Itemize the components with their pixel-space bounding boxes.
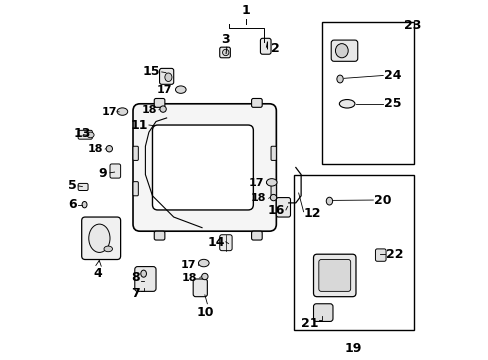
FancyBboxPatch shape [260,38,270,54]
Text: 17: 17 [249,179,264,188]
Text: 19: 19 [344,342,362,355]
Text: 16: 16 [267,204,285,217]
Text: 18: 18 [87,144,102,154]
FancyBboxPatch shape [375,249,386,261]
FancyBboxPatch shape [81,217,121,260]
Ellipse shape [336,75,343,83]
Ellipse shape [82,202,87,208]
Ellipse shape [104,246,112,252]
Text: 11: 11 [130,119,148,132]
FancyBboxPatch shape [133,146,138,161]
FancyBboxPatch shape [133,182,138,196]
FancyBboxPatch shape [135,267,156,291]
FancyBboxPatch shape [193,279,207,297]
Text: 3: 3 [220,33,229,46]
Ellipse shape [89,224,110,252]
Ellipse shape [266,179,277,186]
Ellipse shape [222,49,228,56]
FancyBboxPatch shape [219,47,230,58]
Text: 8: 8 [131,271,140,284]
FancyBboxPatch shape [251,231,262,240]
FancyBboxPatch shape [270,146,276,161]
Text: 18: 18 [250,193,266,203]
Text: 18: 18 [141,105,157,115]
Text: 9: 9 [99,167,107,180]
Text: 18: 18 [182,273,197,283]
Ellipse shape [164,73,172,81]
Text: 25: 25 [384,97,401,110]
Text: 5: 5 [67,179,76,192]
Ellipse shape [106,145,112,152]
FancyBboxPatch shape [78,183,88,190]
FancyBboxPatch shape [154,231,164,240]
Text: 14: 14 [207,236,224,249]
Ellipse shape [270,194,276,201]
Ellipse shape [160,106,166,112]
FancyBboxPatch shape [318,260,350,291]
FancyBboxPatch shape [133,104,276,231]
Text: 10: 10 [196,306,214,319]
FancyBboxPatch shape [154,99,164,107]
FancyBboxPatch shape [270,182,276,196]
Bar [322,22,413,164]
Text: 17: 17 [157,85,172,95]
Text: 12: 12 [304,207,321,220]
Text: 7: 7 [131,287,140,300]
Text: 17: 17 [181,260,196,270]
Ellipse shape [325,197,332,205]
Ellipse shape [335,44,347,58]
FancyBboxPatch shape [330,40,357,61]
FancyBboxPatch shape [78,130,92,139]
FancyBboxPatch shape [159,68,173,84]
Ellipse shape [87,132,94,138]
Text: 15: 15 [142,65,160,78]
Text: 24: 24 [384,69,401,82]
FancyBboxPatch shape [219,235,232,251]
FancyBboxPatch shape [313,254,355,297]
Text: 1: 1 [242,4,250,17]
Ellipse shape [198,259,209,267]
FancyBboxPatch shape [110,164,121,178]
Text: 23: 23 [404,19,421,32]
Ellipse shape [141,270,146,277]
Ellipse shape [339,99,354,108]
FancyBboxPatch shape [276,198,290,217]
FancyBboxPatch shape [251,99,262,107]
Bar [293,175,413,330]
Text: 17: 17 [102,107,117,117]
Ellipse shape [117,108,127,115]
Text: 22: 22 [386,248,403,261]
Text: 4: 4 [93,267,102,280]
Text: 13: 13 [74,127,91,140]
FancyBboxPatch shape [152,125,253,210]
Text: 6: 6 [68,198,76,211]
Text: 21: 21 [301,317,318,330]
Ellipse shape [175,86,186,93]
Text: 2: 2 [270,42,279,55]
FancyBboxPatch shape [313,304,332,321]
Text: 20: 20 [373,194,391,207]
Ellipse shape [201,273,207,280]
